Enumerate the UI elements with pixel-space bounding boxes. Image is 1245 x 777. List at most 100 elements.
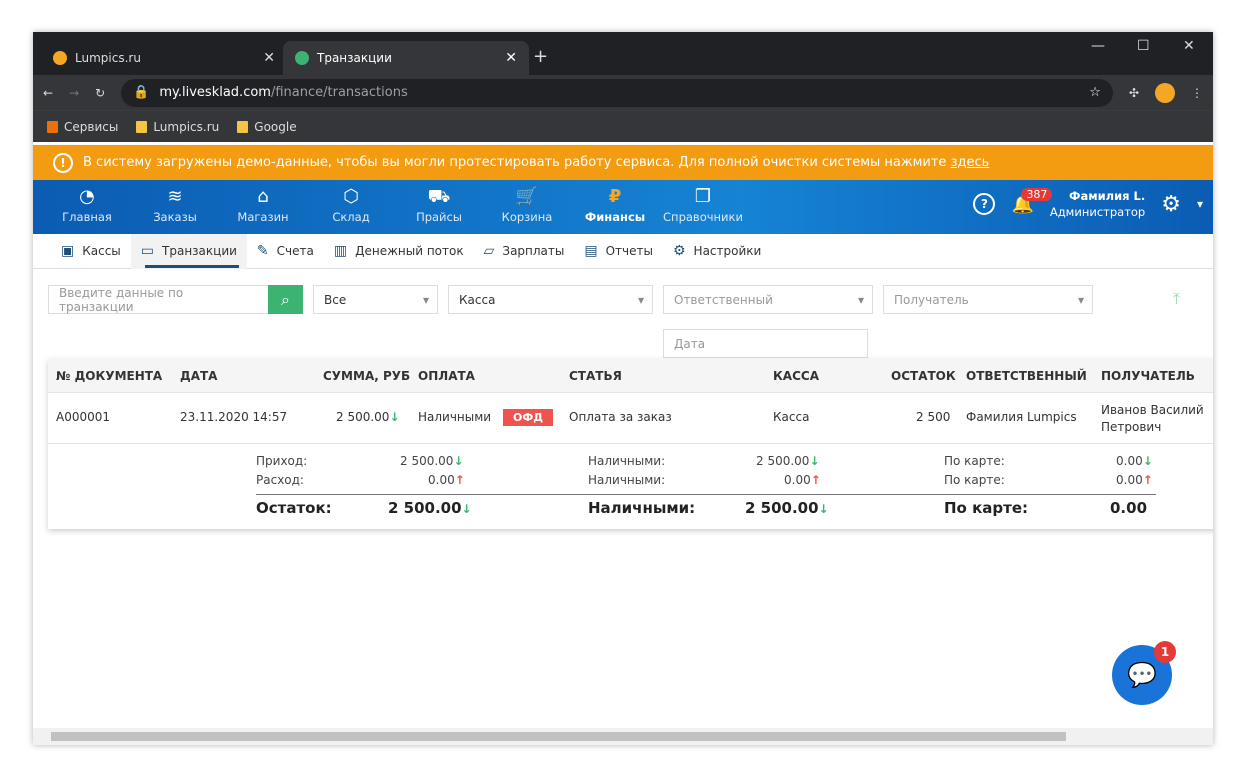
cash-icon: ▣ — [61, 243, 75, 259]
recipient-select[interactable]: Получатель — [883, 285, 1093, 314]
responsible-select[interactable]: Ответственный — [663, 285, 873, 314]
maximize-button[interactable]: ☐ — [1137, 38, 1150, 54]
banner-text: В систему загружены демо-данные, чтобы в… — [83, 155, 951, 170]
col-sum[interactable]: СУММА, РУБ — [323, 369, 411, 383]
scrollbar-thumb[interactable] — [51, 732, 1066, 741]
col-doc[interactable]: № ДОКУМЕНТА — [56, 369, 163, 383]
close-icon[interactable]: ✕ — [505, 50, 517, 66]
col-payment[interactable]: ОПЛАТА — [418, 369, 475, 383]
selected-value: Касса — [459, 292, 496, 307]
horizontal-scrollbar[interactable] — [33, 728, 1213, 745]
minimize-button[interactable]: — — [1091, 38, 1105, 54]
col-recipient[interactable]: ПОЛУЧАТЕЛЬ — [1101, 369, 1195, 383]
chat-button[interactable]: 💬 1 — [1112, 641, 1176, 705]
ofd-badge[interactable]: ОФД — [503, 409, 554, 426]
wallet-icon: ▱ — [483, 243, 495, 259]
nav-orders[interactable]: ≋ Заказы — [131, 186, 219, 224]
table-row[interactable]: A000001 23.11.2020 14:57 2 500.00↓ Налич… — [48, 393, 1213, 444]
col-kassa[interactable]: КАССА — [773, 369, 819, 383]
url-host: my.livesklad.com — [159, 85, 271, 100]
col-date[interactable]: ДАТА — [180, 369, 218, 383]
search-input[interactable]: Введите данные по транзакции — [48, 285, 269, 314]
cell-balance: 2 500 — [916, 410, 951, 424]
card-in-label: По карте: — [944, 454, 1005, 468]
bookmark-services[interactable]: Сервисы — [47, 120, 118, 134]
bookmark-label: Сервисы — [64, 119, 119, 134]
nav-warehouse[interactable]: ⬡ Склад — [307, 186, 395, 224]
star-icon[interactable]: ☆ — [1089, 85, 1101, 100]
placeholder: Получатель — [894, 292, 969, 307]
expense-value: 0.00 — [428, 473, 455, 487]
nav-prices[interactable]: ⛟ Прайсы — [395, 186, 483, 224]
close-icon[interactable]: ✕ — [263, 50, 275, 66]
bookmark-lumpics[interactable]: Lumpics.ru — [136, 120, 219, 134]
subnav-accounts[interactable]: ✎ Счета — [247, 234, 324, 269]
chevron-down-icon[interactable]: ▾ — [1196, 197, 1203, 211]
folder-icon — [136, 121, 148, 133]
col-article[interactable]: СТАТЬЯ — [569, 369, 622, 383]
col-responsible[interactable]: ОТВЕТСТВЕННЫЙ — [966, 369, 1087, 383]
nav-home[interactable]: ◔ Главная — [43, 186, 131, 224]
bell-icon[interactable]: 🔔 387 — [1011, 187, 1053, 215]
col-balance[interactable]: ОСТАТОК — [891, 369, 956, 383]
nav-cart[interactable]: 🛒 Корзина — [483, 186, 571, 224]
nav-label: Корзина — [501, 210, 553, 224]
bar-chart-icon: ▥ — [333, 243, 348, 259]
subnav-transactions[interactable]: ▭ Транзакции — [130, 233, 247, 269]
extensions-icon[interactable]: ✣ — [1128, 85, 1139, 100]
date-input[interactable]: Дата — [663, 329, 868, 358]
placeholder: Введите данные по транзакции — [59, 285, 184, 314]
subnav-reports[interactable]: ▤ Отчеты — [574, 234, 663, 269]
subnav-kassy[interactable]: ▣ Кассы — [51, 234, 131, 269]
invoice-icon: ✎ — [256, 243, 269, 259]
document-icon: ▤ — [584, 243, 598, 259]
tab-lumpics[interactable]: Lumpics.ru ✕ — [41, 41, 287, 75]
help-icon[interactable]: ? — [973, 193, 996, 215]
tab-strip: Lumpics.ru ✕ Транзакции ✕ + — ☐ ✕ — [33, 32, 1213, 75]
user-settings-icon[interactable]: ⚙ — [1161, 191, 1181, 217]
subnav-salaries[interactable]: ▱ Зарплаты — [474, 234, 575, 269]
tab-title: Lumpics.ru — [75, 51, 141, 65]
subnav-label: Счета — [276, 244, 314, 258]
new-tab-button[interactable]: + — [533, 46, 549, 67]
window-close-button[interactable]: ✕ — [1183, 38, 1195, 54]
nav-shop[interactable]: ⌂ Магазин — [219, 186, 307, 224]
main-content: Введите данные по транзакции ⌕ Все Касса… — [33, 269, 1213, 729]
subnav-cashflow[interactable]: ▥ Денежный поток — [324, 234, 474, 269]
cell-date: 23.11.2020 14:57 — [180, 410, 288, 424]
cell-doc: A000001 — [56, 410, 111, 424]
nav-label: Прайсы — [416, 210, 462, 224]
subnav-settings[interactable]: ⚙ Настройки — [663, 234, 771, 269]
cart-icon: 🛒 — [515, 186, 539, 207]
bookmark-google[interactable]: Google — [237, 119, 297, 134]
back-icon[interactable]: ← — [43, 85, 54, 100]
kassa-select[interactable]: Касса — [448, 285, 653, 314]
type-select[interactable]: Все — [313, 285, 438, 314]
cell-kassa: Касса — [773, 410, 810, 424]
placeholder: Дата — [674, 336, 706, 351]
box-icon: ⬡ — [343, 186, 359, 207]
search-button[interactable]: ⌕ — [268, 285, 303, 314]
cash-in-label: Наличными: — [588, 454, 666, 468]
cell-sum: 2 500.00 — [336, 410, 390, 424]
subnav-label: Кассы — [82, 244, 121, 258]
finance-subnav: ▣ Кассы ▭ Транзакции ✎ Счета ▥ Денежный пото… — [33, 233, 1213, 269]
cash-total-value: 2 500.00 — [745, 499, 819, 517]
bookmark-label: Google — [254, 119, 297, 134]
tab-transactions[interactable]: Транзакции ✕ — [283, 41, 529, 75]
nav-references[interactable]: ❐ Справочники — [659, 186, 747, 224]
menu-icon[interactable]: ⋮ — [1191, 85, 1203, 100]
url-field[interactable]: 🔒 my.livesklad.com/finance/transactions ☆ — [121, 78, 1113, 107]
avatar[interactable] — [1155, 82, 1175, 103]
user-name: Фамилия L. — [1069, 189, 1146, 203]
cell-article: Оплата за заказ — [569, 410, 672, 424]
nav-finance[interactable]: ₽ Финансы — [571, 186, 659, 224]
reload-icon[interactable]: ↻ — [95, 85, 106, 100]
subnav-label: Зарплаты — [502, 244, 565, 258]
export-icon[interactable]: ⤒ — [1173, 289, 1181, 308]
forward-icon[interactable]: → — [69, 85, 80, 100]
user-info[interactable]: Фамилия L. Администратор — [1050, 188, 1145, 220]
clear-link[interactable]: здесь — [950, 155, 990, 170]
address-bar-row: ← → ↻ 🔒 my.livesklad.com/finance/transactio… — [33, 75, 1213, 110]
nav-label: Заказы — [153, 210, 197, 224]
